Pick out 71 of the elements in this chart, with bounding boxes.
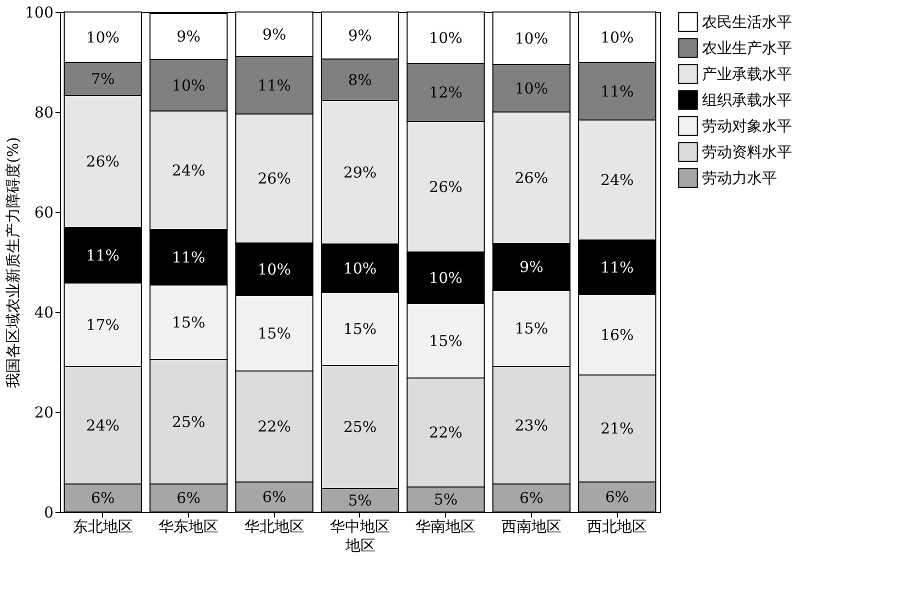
data-label: 11%: [600, 82, 634, 100]
data-label: 9%: [176, 28, 200, 46]
data-label: 15%: [514, 320, 548, 338]
y-tick-label: 0: [44, 504, 54, 522]
data-label: 25%: [343, 418, 377, 436]
data-label: 26%: [258, 170, 291, 188]
data-label: 22%: [258, 418, 291, 436]
data-label: 23%: [514, 416, 548, 434]
y-tick-label: 60: [34, 204, 54, 222]
data-label: 29%: [343, 163, 377, 182]
legend-label: 农民生活水平: [702, 13, 792, 31]
x-tick-label: 西北地区: [587, 518, 648, 536]
data-label: 9%: [348, 26, 372, 44]
data-label: 11%: [86, 246, 120, 264]
y-axis-title: 我国各区域农业新质生产力障碍度(%): [4, 137, 22, 388]
data-label: 6%: [90, 489, 115, 507]
data-label: 15%: [429, 332, 462, 350]
data-label: 10%: [514, 29, 548, 48]
y-tick-label: 40: [34, 304, 54, 322]
y-tick-label: 20: [34, 404, 54, 422]
data-label: 10%: [429, 268, 462, 287]
data-label: 24%: [600, 171, 634, 189]
data-label: 7%: [90, 70, 115, 88]
legend-label: 劳动资料水平: [702, 143, 792, 161]
data-label: 10%: [86, 28, 120, 46]
x-tick-label: 华东地区: [158, 518, 219, 536]
data-label: 25%: [172, 412, 206, 431]
data-label: 6%: [605, 488, 630, 506]
data-label: 10%: [600, 28, 634, 46]
data-label: 9%: [262, 25, 286, 44]
data-label: 6%: [262, 488, 286, 506]
data-label: 11%: [172, 248, 206, 266]
x-tick-label: 东北地区: [72, 518, 133, 536]
data-label: 6%: [176, 489, 200, 507]
data-label: 24%: [86, 416, 120, 434]
data-label: 10%: [429, 28, 462, 47]
data-label: 24%: [172, 161, 206, 180]
x-axis-title: 地区: [344, 536, 376, 554]
data-label: 15%: [172, 313, 206, 332]
data-label: 26%: [514, 168, 548, 187]
y-tick-label: 100: [24, 4, 54, 22]
data-label: 10%: [258, 260, 291, 278]
data-label: 5%: [348, 491, 372, 510]
x-tick-label: 华北地区: [244, 518, 304, 536]
data-label: 10%: [343, 259, 377, 278]
legend-label: 产业承载水平: [702, 65, 792, 83]
data-label: 12%: [429, 84, 462, 102]
legend-label: 农业生产水平: [702, 39, 792, 57]
x-tick-label: 华南地区: [416, 518, 476, 536]
x-tick-label: 西南地区: [501, 518, 562, 536]
data-label: 15%: [258, 324, 291, 342]
data-label: 22%: [429, 424, 462, 442]
legend-label: 组织承载水平: [702, 91, 792, 109]
data-label: 21%: [600, 420, 634, 438]
data-label: 9%: [520, 258, 544, 276]
data-label: 11%: [258, 76, 291, 94]
data-label: 16%: [600, 326, 634, 344]
data-label: 10%: [514, 79, 548, 98]
data-label: 6%: [520, 489, 544, 507]
data-label: 10%: [172, 76, 206, 94]
data-label: 11%: [600, 258, 634, 276]
data-label: 26%: [429, 178, 462, 196]
data-label: 26%: [86, 152, 120, 170]
x-tick-label: 华中地区: [330, 518, 390, 536]
data-label: 8%: [348, 70, 372, 89]
legend-label: 劳动力水平: [702, 169, 777, 187]
data-label: 5%: [434, 490, 458, 508]
legend-label: 劳动对象水平: [702, 117, 792, 135]
data-label: 15%: [343, 320, 377, 338]
data-label: 17%: [86, 316, 120, 334]
y-tick-label: 80: [34, 104, 54, 122]
